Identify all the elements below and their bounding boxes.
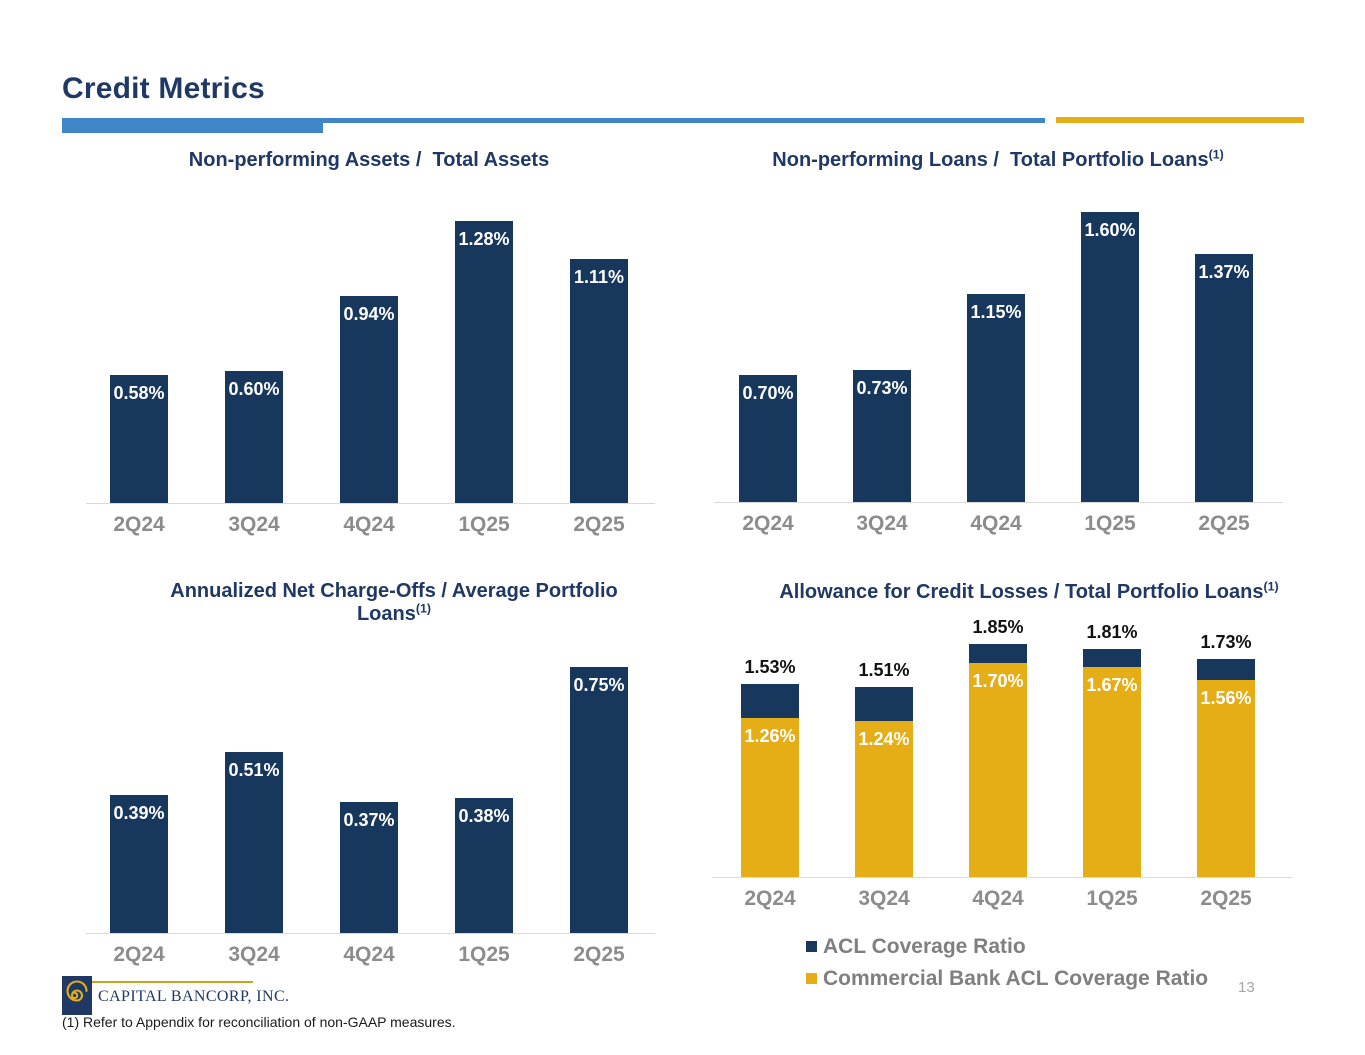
bar-segment-acl	[969, 644, 1027, 663]
category-label: 2Q24	[742, 512, 794, 535]
bar-value-label: 1.24%	[858, 729, 910, 749]
category-label: 2Q24	[113, 513, 165, 536]
bar-value-label: 0.39%	[113, 803, 165, 823]
stacked-total-label: 1.85%	[972, 617, 1024, 637]
bar-value-label: 0.75%	[573, 675, 625, 695]
chart-title: Annualized Net Charge-Offs / Average Por…	[170, 580, 618, 625]
legend-swatch-navy-icon	[806, 941, 817, 952]
bar-segment-acl	[1083, 649, 1141, 667]
bar	[853, 370, 911, 502]
bar-value-label: 1.60%	[1084, 220, 1136, 240]
category-label: 2Q25	[573, 513, 625, 536]
chart-title-footnote-ref: (1)	[415, 601, 432, 616]
chart-title-footnote-ref: (1)	[1208, 147, 1224, 162]
bar-value-label: 1.11%	[573, 267, 625, 287]
logo-gold-rule	[92, 981, 253, 983]
bar-segment-commercial	[1197, 680, 1255, 877]
bar-value-label: 0.94%	[343, 304, 395, 324]
bar-value-label: 0.58%	[113, 383, 165, 403]
bar-segment-commercial	[1083, 667, 1141, 877]
category-label: 4Q24	[343, 513, 395, 536]
bar	[455, 798, 513, 933]
bar	[225, 371, 283, 503]
x-axis-line	[86, 503, 655, 504]
stacked-total-label: 1.81%	[1086, 622, 1138, 642]
bar	[1081, 212, 1139, 502]
category-label: 1Q25	[458, 943, 510, 966]
legend-label: ACL Coverage Ratio	[823, 935, 1026, 958]
header-rule-blue-thick	[62, 118, 323, 133]
bar-value-label: 1.26%	[744, 726, 796, 746]
stacked-total-label: 1.53%	[744, 657, 796, 677]
bar-value-label: 0.38%	[458, 806, 510, 826]
category-label: 3Q24	[856, 512, 908, 535]
chart-title-footnote-ref: (1)	[1263, 579, 1279, 594]
category-label: 2Q24	[744, 887, 796, 910]
category-label: 1Q25	[458, 513, 510, 536]
bar-value-label: 0.51%	[228, 760, 280, 780]
header-rule-gold	[1056, 117, 1304, 123]
page-title: Credit Metrics	[62, 72, 265, 105]
category-label: 1Q25	[1084, 512, 1136, 535]
bar	[225, 752, 283, 933]
legend-swatch-gold-icon	[806, 973, 817, 984]
bar-value-label: 0.73%	[856, 378, 908, 398]
header-rule-blue-thin	[62, 118, 1045, 123]
bar-value-label: 0.37%	[343, 810, 395, 830]
bar-segment-commercial	[855, 721, 913, 877]
bar	[570, 667, 628, 933]
x-axis-line	[714, 502, 1283, 503]
bar-segment-commercial	[969, 663, 1027, 877]
bar	[340, 802, 398, 933]
category-label: 3Q24	[228, 943, 280, 966]
bar-value-label: 1.67%	[1086, 675, 1138, 695]
chart-title: Non-performing Loans / Total Portfolio L…	[772, 147, 1224, 171]
x-axis-line	[712, 877, 1292, 878]
bar-segment-acl	[741, 684, 799, 718]
bar-value-label: 1.70%	[972, 671, 1024, 691]
category-label: 2Q24	[113, 943, 165, 966]
category-label: 2Q25	[1200, 887, 1252, 910]
company-logo	[62, 976, 92, 1015]
bar-value-label: 1.28%	[458, 229, 510, 249]
company-name: CAPITAL BANCORP, INC.	[98, 988, 290, 1005]
stacked-total-label: 1.51%	[858, 660, 910, 680]
legend-label: Commercial Bank ACL Coverage Ratio	[823, 967, 1209, 990]
category-label: 2Q25	[573, 943, 625, 966]
bar	[110, 795, 168, 933]
bar	[739, 375, 797, 502]
x-axis-line	[86, 933, 655, 934]
category-label: 4Q24	[972, 887, 1024, 910]
chart-title: Non-performing Assets / Total Assets	[188, 149, 550, 171]
category-label: 4Q24	[343, 943, 395, 966]
bar	[967, 294, 1025, 502]
category-label: 2Q25	[1198, 512, 1250, 535]
page-number: 13	[1238, 979, 1255, 996]
bar-value-label: 0.70%	[742, 383, 794, 403]
bar	[570, 259, 628, 503]
bar	[1195, 254, 1253, 502]
category-label: 4Q24	[970, 512, 1022, 535]
bar-segment-acl	[855, 687, 913, 721]
bar	[110, 375, 168, 503]
stacked-total-label: 1.73%	[1200, 632, 1252, 652]
bar-value-label: 1.56%	[1200, 688, 1252, 708]
bar-value-label: 1.15%	[970, 302, 1022, 322]
bar-segment-acl	[1197, 659, 1255, 680]
category-label: 3Q24	[858, 887, 910, 910]
footnote: (1) Refer to Appendix for reconciliation…	[62, 1014, 456, 1030]
category-label: 3Q24	[228, 513, 280, 536]
bar	[340, 296, 398, 503]
bar-value-label: 1.37%	[1198, 262, 1250, 282]
bar-segment-commercial	[741, 718, 799, 877]
bar	[455, 221, 513, 503]
chart-title: Allowance for Credit Losses / Total Port…	[779, 579, 1279, 603]
category-label: 1Q25	[1086, 887, 1138, 910]
bar-value-label: 0.60%	[228, 379, 280, 399]
